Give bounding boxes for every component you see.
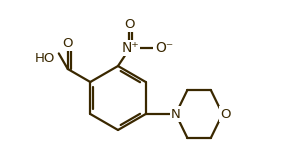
Text: O: O (63, 36, 73, 49)
Text: O: O (220, 107, 231, 120)
Text: O: O (125, 18, 135, 30)
Text: N: N (171, 107, 180, 120)
Text: N⁺: N⁺ (121, 41, 139, 55)
Text: O⁻: O⁻ (155, 41, 173, 55)
Text: HO: HO (34, 52, 55, 65)
